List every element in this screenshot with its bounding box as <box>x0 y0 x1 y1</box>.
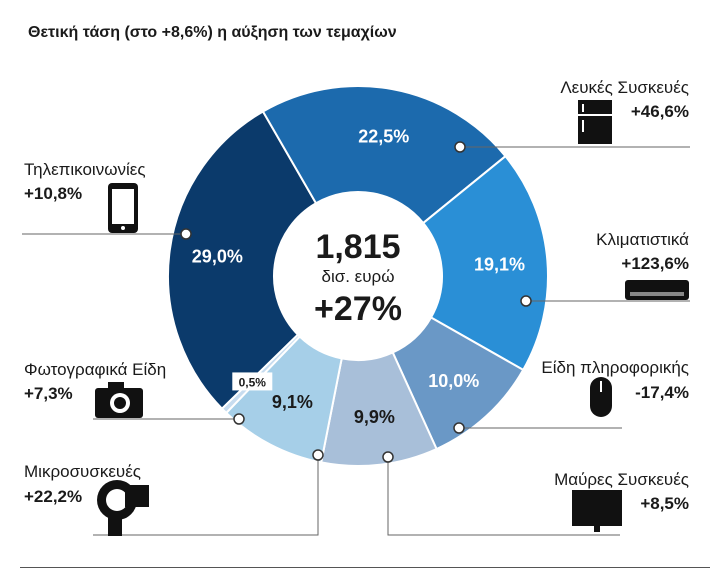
center-total: 1,815 <box>315 228 400 266</box>
slice-label-it: 10,0% <box>428 371 479 391</box>
leader-line-small_appliances <box>93 455 319 536</box>
leader-dot-white_goods <box>454 141 466 153</box>
phone-icon <box>108 183 138 233</box>
change-small-appliances: +22,2% <box>24 487 83 506</box>
leader-dot-air_conditioners <box>520 295 532 307</box>
fridge-icon <box>578 100 612 144</box>
center-growth: +27% <box>314 290 402 328</box>
donut-hole <box>274 192 442 360</box>
slice-label-box-photo <box>232 372 273 391</box>
slice-label-telecom: 29,0% <box>192 247 243 267</box>
mouse-icon <box>590 377 612 417</box>
slice-label-air_conditioners: 19,1% <box>474 254 525 274</box>
category-label-photo: Φωτογραφικά Είδη <box>24 360 167 379</box>
slice-label-white_goods: 22,5% <box>358 126 409 146</box>
category-label-brown-goods: Μαύρες Συσκευές <box>554 470 689 489</box>
slice-label-small_appliances: 9,1% <box>272 392 313 412</box>
leader-dot-photo <box>233 413 245 425</box>
leader-dot-brown_goods <box>382 451 394 463</box>
change-telecom: +10,8% <box>24 184 83 203</box>
category-label-telecom: Τηλεπικοινωνίες <box>24 160 146 179</box>
slices-group <box>167 85 549 467</box>
slice-labels-group: 29,0% 22,5% 19,1% 10,0% 9,9% 9,1% 0,5% <box>192 126 525 427</box>
chart-title: Θετική τάση (στο +8,6%) η αύξηση των τεμ… <box>28 24 397 41</box>
leader-dot-small_appliances <box>312 449 324 461</box>
category-label-white-goods: Λευκές Συσκευές <box>560 78 689 97</box>
camera-icon <box>95 382 143 418</box>
center-unit: δισ. ευρώ <box>322 267 395 286</box>
change-photo: +7,3% <box>24 384 73 403</box>
change-white-goods: +46,6% <box>630 102 689 121</box>
leader-dot-it <box>453 422 465 434</box>
air-conditioner-icon <box>625 280 689 300</box>
bottom-rule <box>20 567 710 568</box>
category-label-small-appliances: Μικροσυσκευές <box>24 462 141 481</box>
change-it: -17,4% <box>635 383 689 402</box>
leader-lines-group <box>22 146 690 536</box>
leader-line-brown_goods <box>387 457 620 536</box>
slice-label-brown_goods: 9,9% <box>354 407 395 427</box>
slice-label-photo: 0,5% <box>239 375 267 389</box>
tv-icon <box>572 490 622 532</box>
hair-dryer-icon <box>97 480 149 536</box>
leader-dot-telecom <box>180 228 192 240</box>
category-label-air-conditioners: Κλιματιστικά <box>596 230 689 249</box>
change-air-conditioners: +123,6% <box>621 254 689 273</box>
change-brown-goods: +8,5% <box>640 494 689 513</box>
category-label-it: Είδη πληροφορικής <box>541 358 689 377</box>
